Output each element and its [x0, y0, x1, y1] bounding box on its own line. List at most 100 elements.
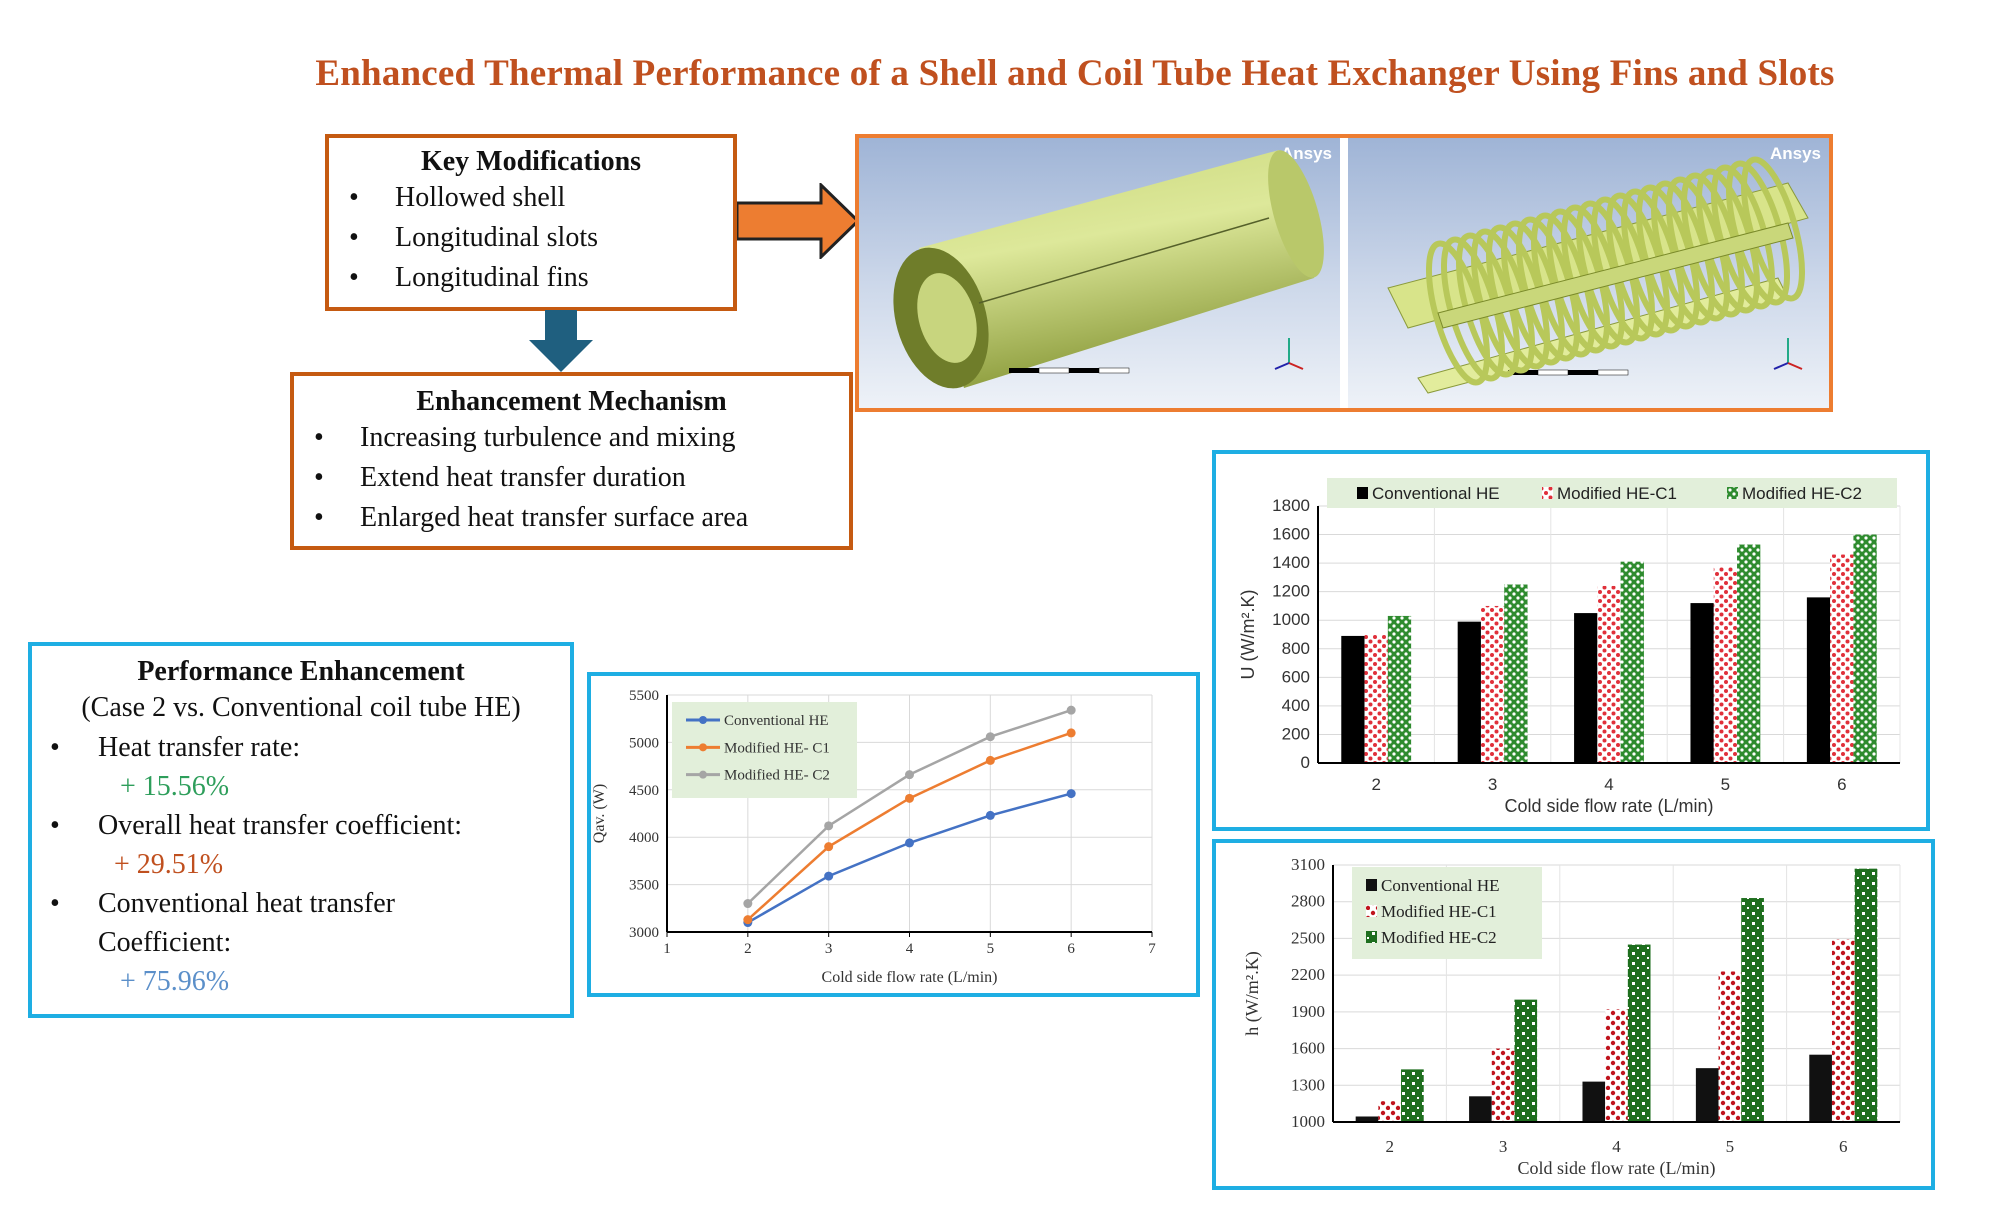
y-axis-title: U (W/m².K)	[1238, 590, 1258, 680]
x-tick-label: 4	[1612, 1137, 1621, 1156]
legend-label: Conventional HE	[724, 713, 829, 729]
legend-label: Conventional HE	[1381, 876, 1500, 895]
legend	[1352, 867, 1542, 959]
bar	[1695, 1068, 1719, 1122]
bar	[1364, 634, 1388, 763]
x-tick-label: 5	[1726, 1137, 1735, 1156]
y-tick-label: 1400	[1272, 553, 1310, 572]
list-item: Hollowed shell	[349, 178, 733, 218]
x-tick-label: 3	[825, 941, 833, 957]
bar	[1355, 1116, 1379, 1122]
finned-coil-model-image: Ansys	[1348, 138, 1829, 408]
bar	[1605, 1009, 1628, 1122]
bar	[1597, 585, 1621, 763]
legend	[1327, 478, 1897, 508]
y-axis-title: h (W/m².K)	[1242, 951, 1263, 1035]
longitudinal-fin	[1437, 222, 1794, 329]
bar	[1741, 898, 1764, 1122]
bar	[1574, 613, 1598, 763]
metric-value: + 75.96%	[120, 966, 230, 997]
data-point	[905, 770, 914, 780]
legend-marker	[699, 743, 707, 752]
bar	[1387, 615, 1412, 763]
x-tick-label: 2	[1371, 775, 1380, 794]
bar	[1401, 1069, 1424, 1122]
chart-2: 1000 1300 1600 1900 2200 2500 2800 3100 2 3 4 5 6 Col…	[1242, 855, 1901, 1179]
legend-label: Modified HE- C2	[724, 768, 830, 784]
bar	[1341, 635, 1365, 763]
x-tick-label: 2	[1385, 1137, 1394, 1156]
legend-label: Modified HE- C1	[724, 740, 830, 756]
legend-label: Modified HE-C2	[1381, 928, 1497, 947]
bar	[1620, 561, 1644, 763]
x-tick-label: 3	[1488, 775, 1497, 794]
ansys-watermark: Ansys	[1280, 144, 1332, 163]
y-tick-label: 4000	[629, 830, 659, 846]
arrow-right-icon	[737, 183, 861, 259]
bar	[1831, 939, 1855, 1122]
bar	[1718, 971, 1742, 1122]
y-tick-label: 1300	[1291, 1075, 1325, 1094]
list-item: Increasing turbulence and mixing	[314, 418, 849, 458]
x-tick-label: 4	[1604, 775, 1613, 794]
metric-value: + 29.51%	[114, 849, 224, 880]
y-tick-label: 3000	[629, 925, 659, 941]
bar	[1457, 621, 1481, 763]
data-point	[985, 732, 995, 742]
y-tick-label: 1200	[1272, 582, 1310, 601]
data-point	[1066, 789, 1076, 799]
ansys-watermark: Ansys	[1769, 144, 1821, 163]
arrow-down-icon	[529, 310, 593, 372]
data-point	[905, 838, 914, 848]
bar	[1491, 1048, 1515, 1122]
y-tick-label: 1600	[1291, 1039, 1325, 1058]
data-point	[743, 899, 753, 909]
bar	[1809, 1054, 1832, 1122]
y-tick-label: 1900	[1291, 1002, 1325, 1021]
legend-swatch	[1366, 879, 1377, 891]
bar	[1627, 944, 1651, 1122]
performance-heading: Performance Enhancement	[137, 656, 465, 687]
data-point	[824, 842, 834, 852]
list-item: Enlarged heat transfer surface area	[314, 498, 849, 538]
legend-swatch	[1357, 487, 1368, 499]
y-tick-label: 2500	[1291, 928, 1325, 947]
data-point	[743, 915, 753, 925]
y-tick-label: 800	[1282, 639, 1310, 658]
legend-marker	[699, 716, 707, 724]
enhancement-mechanism-box: Enhancement Mechanism Increasing turbule…	[290, 372, 853, 550]
x-axis-title: Cold side flow rate (L/min)	[1518, 1158, 1716, 1179]
performance-enhancement-box: Performance Enhancement (Case 2 vs. Conv…	[28, 642, 574, 1018]
metric-label: Coefficient:	[98, 927, 232, 958]
bar	[1737, 544, 1761, 763]
legend-swatch	[1366, 931, 1377, 943]
x-tick-label: 5	[987, 941, 995, 957]
bar	[1830, 554, 1854, 763]
metric-label: Heat transfer rate:	[32, 728, 570, 767]
bar	[1854, 868, 1878, 1122]
y-tick-label: 4500	[629, 783, 659, 799]
x-axis-title: Cold side flow rate (L/min)	[1504, 796, 1713, 816]
legend-swatch	[1727, 487, 1738, 499]
chart-1: 0 200 400 600 800 1000 1200 1400 1600 1800 2 3 4 5 6 Co…	[1238, 478, 1901, 816]
legend-label: Conventional HE	[1372, 484, 1500, 503]
x-tick-label: 5	[1721, 775, 1730, 794]
legend-swatch	[1366, 905, 1377, 917]
bar	[1378, 1101, 1402, 1122]
y-tick-label: 1800	[1272, 496, 1310, 515]
poster-title: Enhanced Thermal Performance of a Shell …	[315, 53, 1835, 94]
performance-subheading: (Case 2 vs. Conventional coil tube HE)	[81, 692, 521, 723]
y-tick-label: 1000	[1291, 1112, 1325, 1131]
x-axis-title: Cold side flow rate (L/min)	[822, 969, 998, 986]
y-tick-label: 400	[1282, 696, 1310, 715]
y-tick-label: 600	[1282, 667, 1310, 686]
key-modifications-heading: Key Modifications	[420, 146, 642, 177]
data-point	[1066, 705, 1076, 715]
bar	[1582, 1081, 1606, 1122]
list-item: Extend heat transfer duration	[314, 458, 849, 498]
bar	[1504, 584, 1528, 763]
y-tick-label: 5000	[629, 735, 659, 751]
data-point	[905, 793, 914, 803]
legend-marker	[699, 770, 707, 779]
